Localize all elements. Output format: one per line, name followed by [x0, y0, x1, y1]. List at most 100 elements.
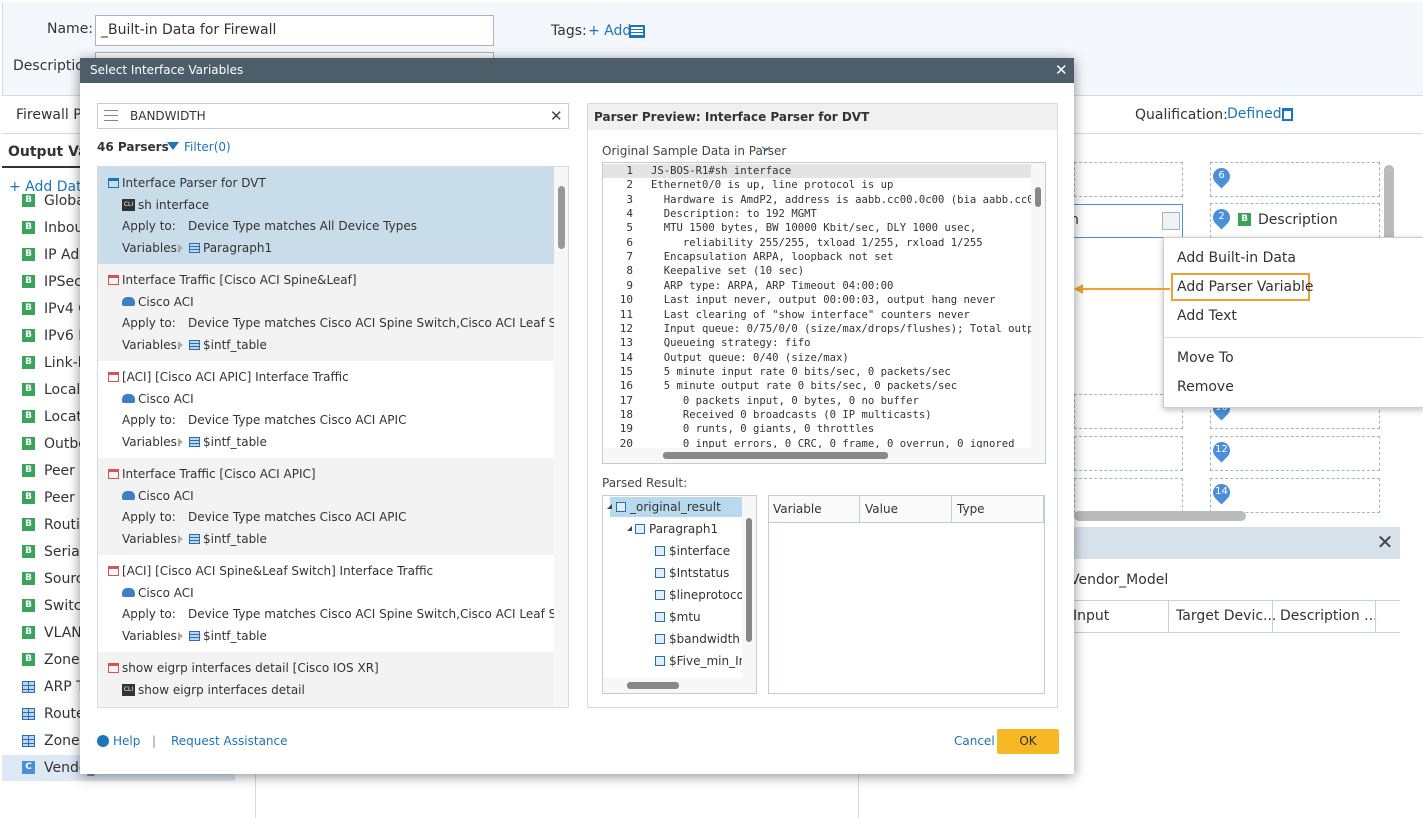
- tree-icon: [635, 524, 645, 534]
- parser-item[interactable]: show eigrp interfaces detail [Cisco IOS …: [98, 652, 554, 707]
- badge-icon: B: [22, 491, 35, 504]
- variable-item[interactable]: Peer I: [44, 490, 84, 506]
- code-line: 5 minute output rate 0 bits/sec, 0 packe…: [651, 380, 958, 393]
- slot-box: [1210, 478, 1380, 513]
- variable-item[interactable]: Switch: [44, 598, 91, 614]
- filter-link[interactable]: Filter(0): [184, 140, 231, 154]
- search-box[interactable]: BANDWIDTH ✕: [97, 103, 569, 129]
- close-icon[interactable]: ✕: [1376, 530, 1394, 554]
- parser-source: show eigrp interfaces detail: [138, 683, 305, 697]
- variable-item[interactable]: Peer D: [44, 463, 91, 479]
- line-number: 10: [619, 293, 633, 307]
- column-header[interactable]: Input: [1073, 608, 1110, 624]
- variable-item[interactable]: Serial: [44, 544, 84, 560]
- tree-node[interactable]: $mtu: [669, 610, 701, 624]
- variable-item[interactable]: Locati: [44, 409, 86, 425]
- variable-item[interactable]: Zone: [44, 733, 80, 749]
- code-line: Last input never, output 00:00:03, outpu…: [651, 294, 996, 307]
- line-number: 14: [619, 350, 633, 364]
- parser-item[interactable]: Interface Parser for DVT CLI sh interface A…: [98, 167, 554, 264]
- line-number: 18: [619, 407, 633, 421]
- trash-icon[interactable]: [1282, 108, 1293, 121]
- parser-item[interactable]: [ACI] [Cisco ACI APIC] Interface Traffic…: [98, 361, 554, 458]
- column-divider: [859, 496, 860, 523]
- request-link[interactable]: Request Assistance: [171, 734, 288, 748]
- variable-item[interactable]: IPv6 R: [44, 328, 88, 344]
- line-number: 1: [626, 164, 633, 177]
- name-input[interactable]: _Built-in Data for Firewall: [95, 15, 494, 46]
- menu-item[interactable]: Add Built-in Data: [1177, 250, 1296, 266]
- badge-icon: B: [22, 383, 35, 396]
- slot-label[interactable]: Description: [1258, 212, 1338, 228]
- cloud-icon: [122, 491, 135, 500]
- line-number: 4: [626, 207, 633, 221]
- tree-node[interactable]: $bandwidth: [669, 632, 740, 646]
- code-line: Output queue: 0/40 (size/max): [651, 351, 849, 364]
- code-line: 0 input errors, 0 CRC, 0 frame, 0 overru…: [651, 437, 1015, 450]
- dropdown-arrow: [1162, 212, 1180, 230]
- apply-value: Device Type matches All Device Types: [188, 219, 417, 233]
- code-vscroll: [1031, 163, 1045, 463]
- ok-button[interactable]: OK: [997, 729, 1059, 754]
- variable-item[interactable]: Route: [44, 706, 85, 722]
- variable-item[interactable]: Sourc: [44, 571, 84, 587]
- menu-item[interactable]: Remove: [1177, 379, 1234, 395]
- parser-list: Interface Parser for DVT CLI sh interface A…: [97, 166, 569, 708]
- variable-item[interactable]: IPv4 C: [44, 301, 88, 317]
- menu-item[interactable]: Move To: [1177, 350, 1234, 366]
- column-header[interactable]: Description ...: [1280, 608, 1378, 624]
- context-menu: Add Built-in Data Add Parser Variable Add …: [1163, 237, 1423, 408]
- result-column[interactable]: Value: [865, 502, 898, 516]
- tree-node[interactable]: $interface: [669, 544, 731, 558]
- tree-vthumb: [746, 518, 752, 642]
- slot-box: [1074, 394, 1183, 429]
- parser-item[interactable]: Interface Traffic [Cisco ACI APIC] Cisco …: [98, 458, 554, 555]
- variable-item[interactable]: Routi: [44, 517, 80, 533]
- result-column[interactable]: Type: [957, 502, 985, 516]
- slot-box: [1074, 162, 1183, 197]
- variable-item[interactable]: IPSec: [44, 274, 82, 290]
- variable-item[interactable]: Globa: [44, 193, 85, 209]
- tree-node[interactable]: $Intstatus: [669, 566, 730, 580]
- table-icon: [22, 735, 35, 747]
- preview-panel: Parser Preview: Interface Parser for DVT…: [587, 103, 1058, 708]
- parser-item[interactable]: [ACI] [Cisco ACI Spine&Leaf Switch] Inte…: [98, 555, 568, 652]
- help-link[interactable]: Help: [113, 734, 141, 748]
- variable-item[interactable]: Zone: [44, 652, 80, 668]
- column-divider: [1043, 496, 1044, 523]
- tree-node[interactable]: _original_result: [630, 500, 721, 514]
- code-line: 0 packets input, 0 bytes, 0 no buffer: [651, 394, 919, 407]
- parser-item[interactable]: Interface Traffic [Cisco ACI Spine&Leaf]…: [98, 264, 568, 361]
- tags-add[interactable]: + Add: [588, 23, 632, 39]
- column-header[interactable]: Target Devic...: [1176, 608, 1277, 624]
- variable-item[interactable]: IP Adc: [44, 247, 87, 263]
- tree-node[interactable]: $lineprotocolst: [669, 588, 757, 602]
- apply-value: Device Type matches Cisco ACI APIC: [188, 413, 407, 427]
- variable-item[interactable]: Local: [44, 382, 81, 398]
- code-hthumb: [663, 452, 888, 459]
- variable-item[interactable]: ARP Ta: [44, 679, 92, 695]
- dropdown-value: h: [1070, 212, 1079, 228]
- variable-item[interactable]: Inbou: [44, 220, 84, 236]
- variable-item[interactable]: VLAN: [44, 625, 82, 641]
- search-clear[interactable]: ✕: [550, 107, 563, 125]
- badge-icon: B: [22, 275, 35, 288]
- menu-item[interactable]: Add Text: [1177, 308, 1237, 324]
- add-data[interactable]: + Add Data: [9, 179, 91, 195]
- sample-label[interactable]: Original Sample Data in Parser: [602, 144, 787, 158]
- table-icon: [189, 340, 200, 350]
- tree-node[interactable]: Paragraph1: [649, 522, 719, 536]
- variable-name: $intf_table: [203, 532, 267, 546]
- badge-icon: B: [22, 626, 35, 639]
- dialog-close[interactable]: ✕: [1055, 61, 1068, 79]
- parser-source: Cisco ACI: [138, 586, 194, 600]
- variable-item[interactable]: Outbo: [44, 436, 87, 452]
- parsed-label: Parsed Result:: [602, 476, 688, 490]
- variable-item[interactable]: Link-l: [44, 355, 82, 371]
- tree-node[interactable]: $Five_min_Inpu: [669, 654, 757, 668]
- qualification-value[interactable]: Defined: [1227, 106, 1282, 122]
- result-column[interactable]: Variable: [773, 502, 822, 516]
- cancel-button[interactable]: Cancel: [954, 734, 995, 748]
- menu-item[interactable]: Add Parser Variable: [1177, 279, 1314, 295]
- badge-icon: B: [22, 545, 35, 558]
